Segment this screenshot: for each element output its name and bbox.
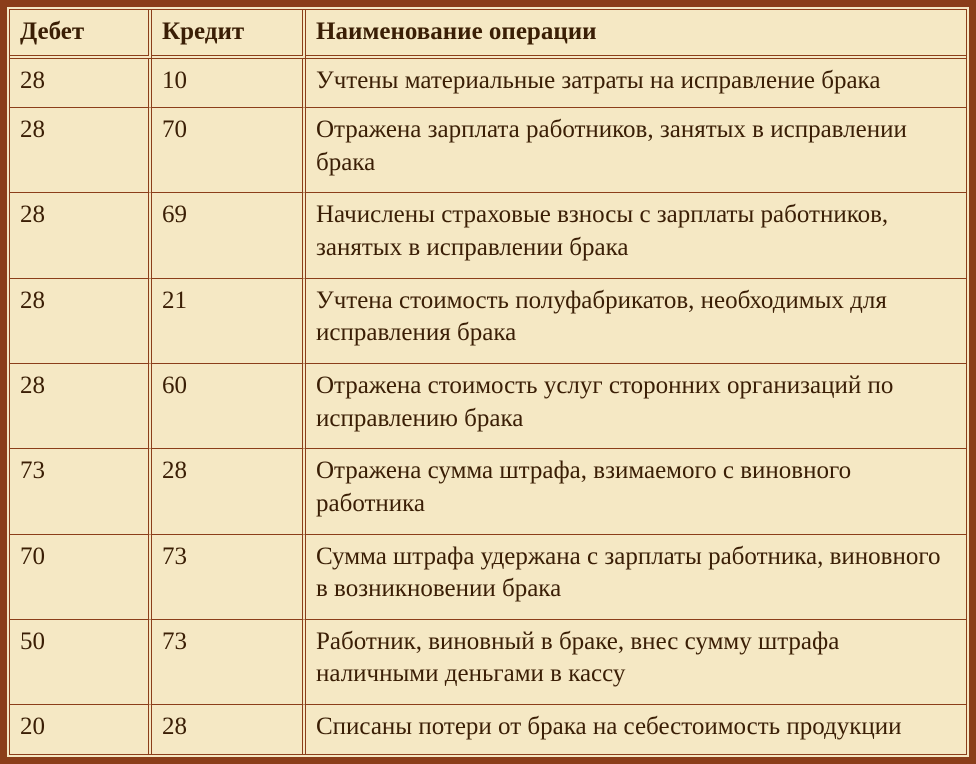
col-header-credit: Кредит: [152, 10, 306, 59]
cell-desc: Списаны потери от брака на себестоимость…: [306, 704, 966, 754]
cell-credit: 21: [152, 278, 306, 363]
cell-credit: 73: [152, 534, 306, 619]
table-row: 2821Учтена стоимость полуфабрикатов, нео…: [10, 278, 966, 363]
cell-desc: Учтена стоимость полуфабрикатов, необход…: [306, 278, 966, 363]
table-row: 2870Отражена зарплата работников, заняты…: [10, 107, 966, 192]
cell-desc: Работник, виновный в браке, внес сумму ш…: [306, 619, 966, 704]
cell-debit: 50: [10, 619, 152, 704]
cell-desc: Начислены страховые взносы с зарплаты ра…: [306, 192, 966, 277]
cell-credit: 70: [152, 107, 306, 192]
accounting-table: Дебет Кредит Наименование операции 2810У…: [10, 10, 966, 754]
cell-credit: 28: [152, 448, 306, 533]
table-row: 7073Сумма штрафа удержана с зарплаты раб…: [10, 534, 966, 619]
table-row: 7328Отражена сумма штрафа, взимаемого с …: [10, 448, 966, 533]
cell-desc: Отражена зарплата работников, занятых в …: [306, 107, 966, 192]
cell-debit: 28: [10, 59, 152, 108]
cell-credit: 73: [152, 619, 306, 704]
cell-credit: 60: [152, 363, 306, 448]
cell-debit: 70: [10, 534, 152, 619]
table-outer-frame: Дебет Кредит Наименование операции 2810У…: [0, 0, 976, 764]
cell-debit: 28: [10, 192, 152, 277]
col-header-desc: Наименование операции: [306, 10, 966, 59]
table-row: 2810Учтены материальные затраты на испра…: [10, 59, 966, 108]
cell-debit: 28: [10, 107, 152, 192]
cell-desc: Отражена стоимость услуг сторонних орган…: [306, 363, 966, 448]
cell-desc: Учтены материальные затраты на исправлен…: [306, 59, 966, 108]
cell-debit: 73: [10, 448, 152, 533]
col-header-debit: Дебет: [10, 10, 152, 59]
table-inner-frame: Дебет Кредит Наименование операции 2810У…: [6, 6, 970, 758]
cell-credit: 10: [152, 59, 306, 108]
header-row: Дебет Кредит Наименование операции: [10, 10, 966, 59]
cell-credit: 69: [152, 192, 306, 277]
table-row: 5073Работник, виновный в браке, внес сум…: [10, 619, 966, 704]
cell-desc: Сумма штрафа удержана с зарплаты работни…: [306, 534, 966, 619]
table-row: 2869Начислены страховые взносы с зарплат…: [10, 192, 966, 277]
table-body: 2810Учтены материальные затраты на испра…: [10, 59, 966, 755]
table-row: 2860Отражена стоимость услуг сторонних о…: [10, 363, 966, 448]
cell-debit: 28: [10, 363, 152, 448]
cell-debit: 28: [10, 278, 152, 363]
cell-desc: Отражена сумма штрафа, взимаемого с вино…: [306, 448, 966, 533]
cell-credit: 28: [152, 704, 306, 754]
cell-debit: 20: [10, 704, 152, 754]
table-row: 2028Списаны потери от брака на себестоим…: [10, 704, 966, 754]
